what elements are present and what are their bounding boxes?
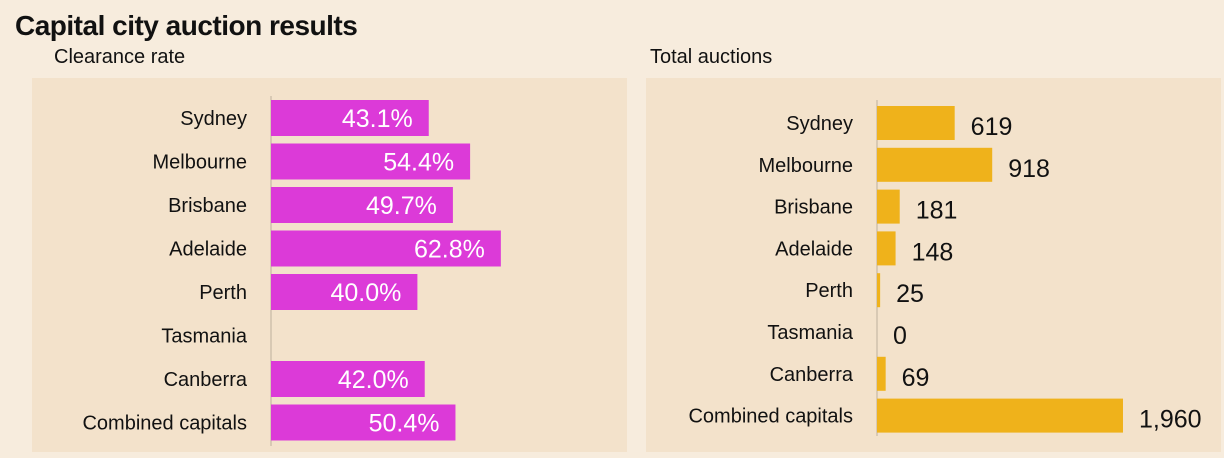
clearance-bar — [271, 230, 501, 267]
auctions-category-label: Canberra — [770, 364, 854, 386]
auctions-bar — [877, 273, 881, 308]
clearance-category-label: Sydney — [180, 108, 247, 130]
clearance-category-label: Perth — [199, 282, 247, 304]
auctions-category-label: Combined capitals — [688, 406, 853, 428]
clearance-data-label: 54.4% — [383, 149, 454, 177]
auctions-category-label: Tasmania — [767, 322, 853, 344]
clearance-category-label: Adelaide — [169, 239, 247, 261]
auctions-chart-title: Total auctions — [650, 46, 773, 68]
auctions-chart-panel — [646, 78, 1221, 452]
clearance-bar — [271, 361, 425, 397]
clearance-bar — [271, 143, 471, 180]
clearance-bar — [271, 100, 429, 136]
auctions-bar — [877, 398, 1123, 433]
clearance-data-label: 40.0% — [331, 279, 402, 307]
auctions-data-label: 69 — [902, 364, 930, 392]
clearance-chart-title: Clearance rate — [54, 46, 186, 68]
clearance-category-label: Combined capitals — [82, 413, 247, 435]
clearance-category-label: Canberra — [164, 369, 248, 391]
clearance-data-label: 42.0% — [338, 366, 409, 394]
auctions-data-label: 181 — [916, 197, 958, 225]
clearance-data-label: 49.7% — [366, 192, 437, 220]
auctions-category-label: Brisbane — [774, 197, 853, 219]
clearance-bar — [271, 404, 456, 441]
auctions-bar — [877, 106, 955, 140]
auctions-bar — [877, 147, 993, 182]
clearance-category-label: Melbourne — [152, 152, 247, 174]
auctions-category-label: Perth — [805, 280, 853, 302]
auctions-bar — [877, 231, 896, 266]
clearance-bar — [271, 187, 453, 223]
clearance-category-label: Brisbane — [168, 195, 247, 217]
auctions-bar — [877, 356, 886, 391]
clearance-bar — [271, 274, 418, 310]
clearance-category-label: Tasmania — [161, 326, 247, 348]
auctions-data-label: 0 — [893, 322, 907, 350]
auctions-bar — [877, 189, 900, 224]
page-title: Capital city auction results — [15, 10, 358, 41]
auctions-category-label: Adelaide — [775, 238, 853, 260]
auctions-data-label: 1,960 — [1139, 406, 1202, 434]
auctions-data-label: 619 — [971, 113, 1013, 141]
clearance-data-label: 62.8% — [414, 236, 485, 264]
auctions-data-label: 918 — [1008, 155, 1050, 183]
auctions-category-label: Melbourne — [758, 155, 853, 177]
clearance-data-label: 50.4% — [369, 410, 440, 438]
auctions-category-label: Sydney — [786, 113, 853, 135]
clearance-data-label: 43.1% — [342, 105, 413, 133]
auctions-data-label: 25 — [896, 280, 924, 308]
auctions-data-label: 148 — [912, 238, 954, 266]
